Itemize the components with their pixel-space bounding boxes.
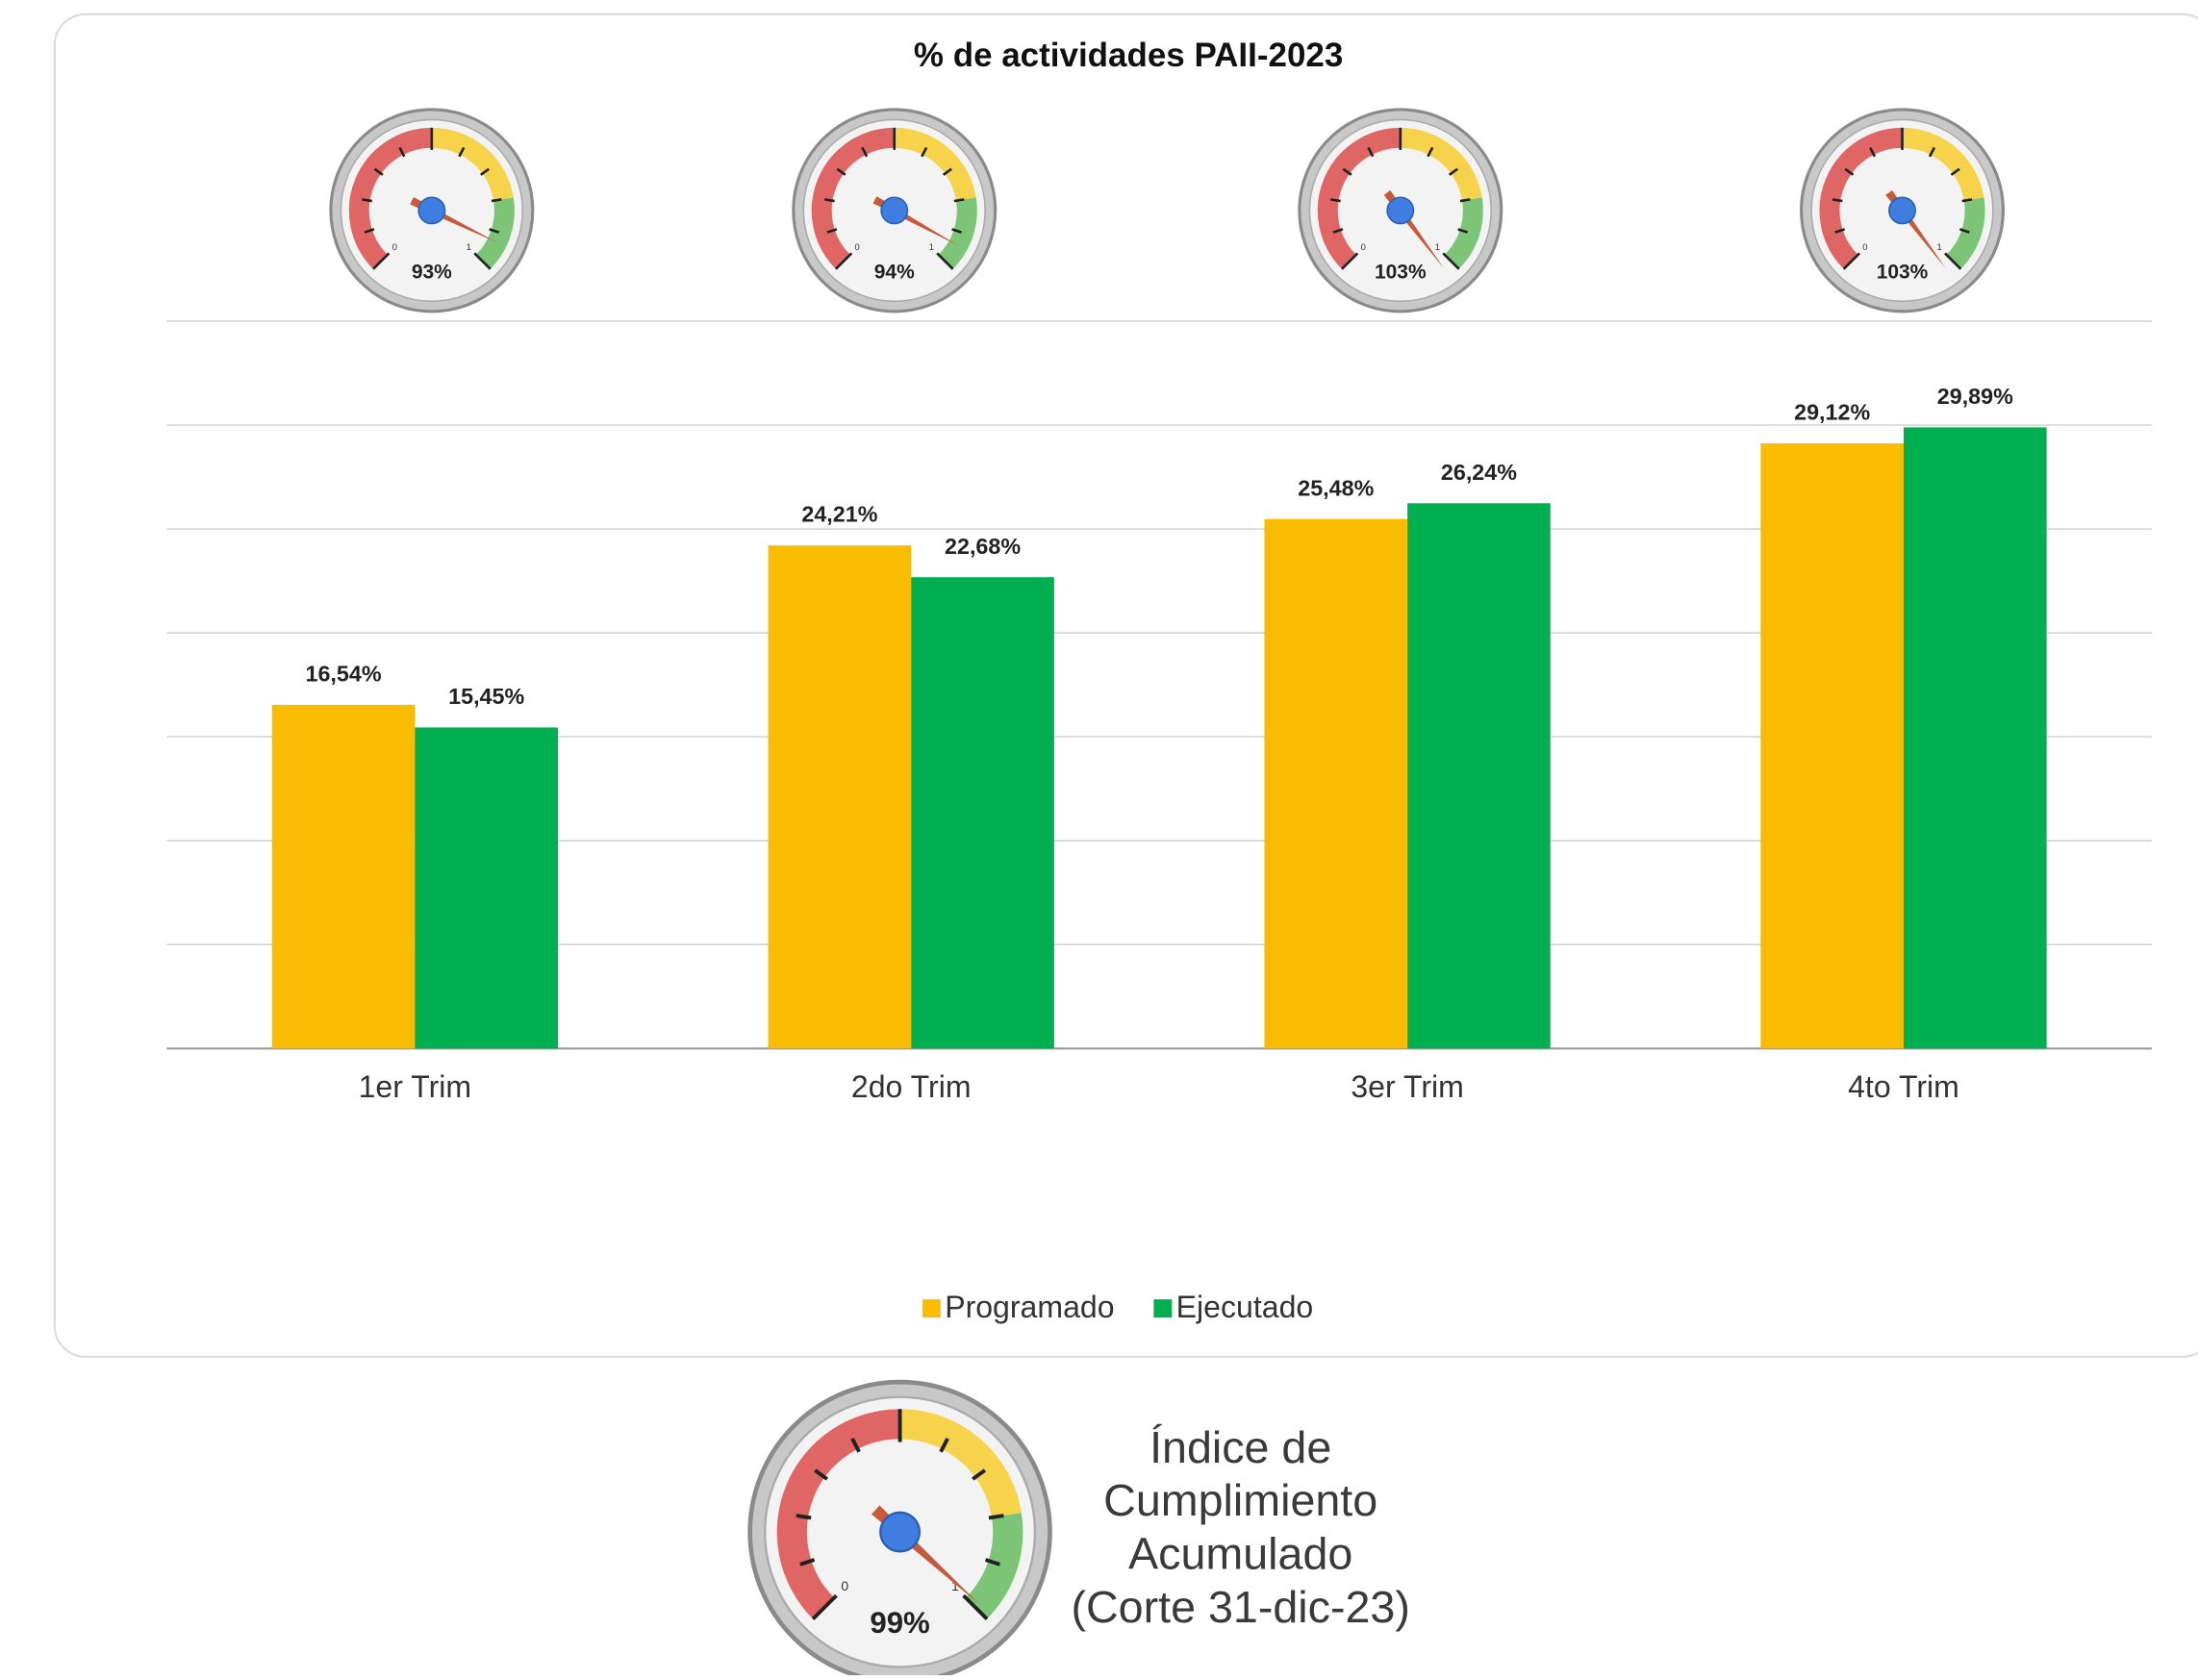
data-label: 22,68% <box>945 534 1021 559</box>
data-label: 16,54% <box>306 661 382 686</box>
gauge-hub <box>418 197 444 223</box>
gauge-tick <box>362 199 371 201</box>
gauge-tick <box>1962 199 1972 201</box>
gauge-tick <box>492 199 501 201</box>
gauge-scale-label: 1 <box>929 242 934 253</box>
data-label: 29,12% <box>1794 400 1870 425</box>
bar <box>1407 503 1551 1048</box>
gauge-tick <box>989 1516 1003 1517</box>
dashboard: % de actividades PAII-2023 1er Trim 16,54… <box>0 0 2198 1675</box>
gauge-scale-label: 1 <box>1936 242 1941 253</box>
x-tick-label: 4to Trim <box>1848 1069 1959 1104</box>
bar <box>1760 443 1904 1048</box>
data-label: 26,24% <box>1441 460 1517 485</box>
gauge: 0 1 103% <box>1802 110 2004 312</box>
gauge: 0 1 103% <box>1300 110 1502 312</box>
gauge: 0 1 94% <box>794 110 996 312</box>
x-tick-label: 2do Trim <box>851 1069 972 1104</box>
gauge-hub <box>1889 197 1915 223</box>
x-tick-label: 3er Trim <box>1351 1069 1464 1104</box>
bar <box>272 705 416 1048</box>
legend-label: Ejecutado <box>1176 1290 1314 1324</box>
gauge-tick <box>796 1516 811 1517</box>
bar <box>1904 427 2047 1048</box>
gauge-scale-label: 0 <box>1862 242 1867 253</box>
gauge-tick <box>1460 199 1470 201</box>
gauge-hub <box>880 1513 920 1552</box>
gauge-value-label: 103% <box>1877 261 1929 283</box>
bar <box>415 727 558 1048</box>
gauge-scale-label: 0 <box>855 242 860 253</box>
gauge-value-label: 94% <box>874 261 915 283</box>
bar <box>1264 519 1407 1049</box>
gauge: 0 1 93% <box>331 110 533 312</box>
gauge-scale-label: 0 <box>392 242 397 253</box>
gauge-scale-label: 1 <box>467 242 471 253</box>
gauge-tick <box>954 199 964 201</box>
gauge-title: Índice de <box>1150 1422 1331 1472</box>
data-label: 15,45% <box>448 684 524 709</box>
gauge-scale-label: 0 <box>1361 242 1366 253</box>
gauge-hub <box>881 197 907 223</box>
data-label: 29,89% <box>1937 384 2013 409</box>
x-tick-label: 1er Trim <box>359 1069 472 1104</box>
bar <box>911 577 1054 1048</box>
gauge-tick <box>1330 199 1340 201</box>
legend-label: Programado <box>945 1290 1114 1324</box>
gauge-scale-label: 0 <box>841 1578 848 1593</box>
legend-swatch <box>922 1299 941 1317</box>
page: % de actividades PAII-2023 1er Trim 16,54… <box>0 0 2198 1680</box>
data-label: 24,21% <box>801 502 877 527</box>
gauge-title: Acumulado <box>1128 1529 1352 1579</box>
gauge-value-label: 93% <box>412 261 452 283</box>
legend-swatch <box>1153 1299 1172 1317</box>
bar <box>769 545 912 1048</box>
gauge-hub <box>1387 197 1413 223</box>
gauge-title: Cumplimiento <box>1103 1475 1377 1525</box>
gauge-scale-label: 1 <box>1435 242 1440 253</box>
data-label: 25,48% <box>1298 475 1374 500</box>
chart-title: % de actividades PAII-2023 <box>914 37 1343 74</box>
gauge-tick <box>824 199 834 201</box>
gauge-value-label: 103% <box>1375 261 1427 283</box>
gauge-tick <box>1832 199 1842 201</box>
gauge-value-label: 99% <box>870 1606 929 1640</box>
gauge-title: (Corte 31-dic-23) <box>1071 1582 1409 1632</box>
